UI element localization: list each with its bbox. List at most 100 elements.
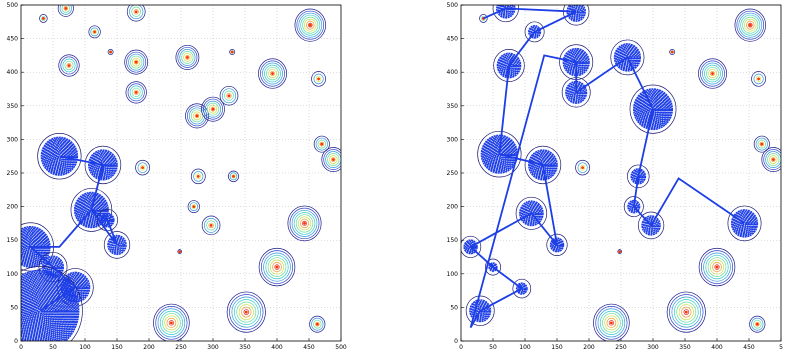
- contour-level: [707, 257, 727, 277]
- contour-peak: [751, 71, 766, 87]
- explored-contour-ring: [476, 306, 484, 315]
- contour-level: [313, 319, 322, 329]
- explored-contour-ring: [526, 207, 537, 219]
- peak-marker: [211, 107, 215, 111]
- explored-contour-ring: [645, 219, 657, 231]
- right-plot: 0 50 100 150 200 250 300 350 400 450 5050100150200…: [447, 2, 784, 351]
- explored-contour-ring: [21, 286, 64, 336]
- x-tick-label: 100: [519, 344, 531, 351]
- explored-outer-contour: [21, 266, 83, 341]
- contour-level: [231, 174, 236, 179]
- contour-level: [671, 296, 702, 328]
- contour-level: [258, 58, 287, 89]
- contour-level: [139, 164, 146, 171]
- contour-level: [201, 96, 225, 122]
- explored-contour-ring: [618, 47, 637, 68]
- explored-contour-ring: [634, 89, 672, 129]
- contour-level: [669, 294, 704, 331]
- contour-level: [238, 304, 254, 321]
- contour-level: [39, 14, 48, 23]
- contour-level: [704, 64, 721, 83]
- contour-level: [88, 25, 101, 39]
- contour-level: [753, 135, 770, 153]
- explored-contour-ring: [102, 215, 113, 225]
- explored-contour-ring: [21, 284, 66, 337]
- contour-level: [132, 57, 141, 67]
- y-tick-label: 500: [447, 2, 459, 9]
- contour-level: [289, 207, 320, 240]
- explored-contour-ring: [76, 194, 107, 226]
- explored-contour-ring: [42, 138, 77, 175]
- contour-level: [309, 315, 326, 333]
- peak-marker: [275, 265, 279, 269]
- contour-peak: [126, 5, 146, 22]
- contour-level: [669, 49, 676, 56]
- contour-level: [58, 54, 80, 77]
- explored-contour-ring: [108, 236, 126, 254]
- contour-level: [751, 317, 764, 331]
- contour-level: [188, 107, 206, 125]
- contour-level: [698, 58, 727, 89]
- explored-contour-ring: [83, 201, 100, 219]
- explored-outer-contour: [512, 278, 532, 299]
- explored-contour-ring: [96, 158, 110, 172]
- x-tick-label: 50: [489, 344, 497, 351]
- y-tick-label: 500: [7, 2, 19, 9]
- contour-peak: [39, 14, 48, 23]
- contour-level: [233, 299, 259, 326]
- explored-contour-ring: [644, 218, 658, 233]
- explored-contour-ring: [483, 137, 516, 171]
- contour-level: [325, 151, 341, 168]
- x-tick-label: 350: [239, 344, 251, 351]
- explored-contour-ring: [630, 168, 647, 185]
- contour-peak: [187, 200, 200, 213]
- contour-peak: [58, 54, 80, 77]
- contour-level: [298, 12, 323, 38]
- contour-level: [577, 162, 588, 173]
- contour-level: [126, 5, 146, 22]
- explored-contour-ring: [29, 299, 51, 323]
- contour-peak: [258, 58, 287, 89]
- contour-level: [57, 5, 74, 17]
- explored-contour-ring: [528, 25, 542, 39]
- explored-contour-ring: [487, 141, 512, 167]
- contour-level: [698, 247, 736, 287]
- contour-level: [128, 53, 145, 71]
- contour-level: [187, 105, 207, 127]
- contour-level: [210, 106, 216, 112]
- contour-level: [268, 68, 277, 79]
- contour-level: [753, 319, 762, 329]
- contour-level: [712, 262, 722, 273]
- contour-level: [306, 20, 315, 30]
- contour-level: [162, 313, 181, 333]
- peak-marker: [232, 174, 235, 178]
- contour-level: [155, 306, 188, 340]
- x-tick-label: 50: [49, 344, 57, 351]
- contour-peak: [761, 147, 781, 173]
- explored-contour-ring: [35, 305, 46, 317]
- contour-level: [137, 162, 148, 173]
- contour-peak: [753, 135, 770, 153]
- contour-level: [315, 76, 322, 82]
- contour-peak: [124, 49, 149, 75]
- explored-contour-ring: [89, 150, 117, 180]
- explored-contour-ring: [646, 102, 660, 116]
- search-trajectory: [469, 7, 746, 329]
- peak-marker: [42, 17, 45, 20]
- explored-contour-ring: [21, 281, 69, 340]
- explored-outer-contour: [524, 145, 562, 185]
- contour-level: [236, 301, 257, 323]
- contour-level: [159, 310, 183, 335]
- explored-contour-ring: [86, 204, 97, 216]
- explored-contour-ring: [21, 275, 74, 341]
- contour-level: [177, 249, 182, 254]
- contour-level: [208, 104, 218, 114]
- contour-level: [755, 76, 762, 82]
- explored-contour-ring: [643, 99, 663, 119]
- contour-level: [617, 249, 622, 254]
- contour-level: [575, 159, 590, 176]
- explored-contour-ring: [536, 158, 550, 172]
- contour-peak: [175, 44, 200, 70]
- explored-contour-ring: [21, 289, 61, 333]
